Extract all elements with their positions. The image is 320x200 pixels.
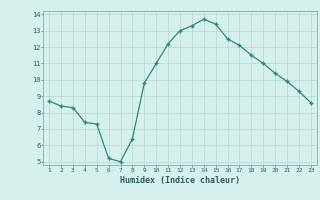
X-axis label: Humidex (Indice chaleur): Humidex (Indice chaleur) — [120, 176, 240, 185]
